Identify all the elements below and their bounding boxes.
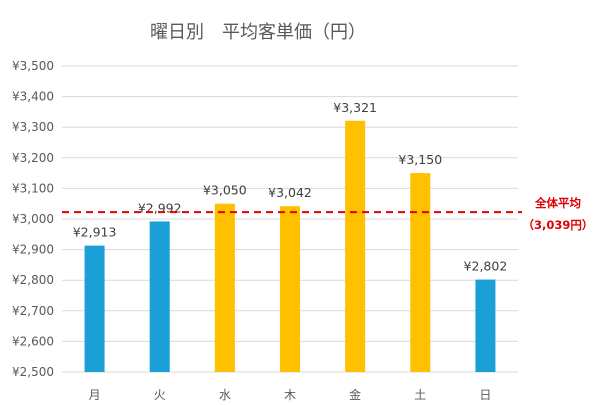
y-tick-label: ¥3,500: [12, 59, 54, 73]
bar-月: [84, 245, 105, 372]
bar-金: [345, 120, 366, 372]
x-tick-label: 日: [479, 388, 491, 402]
bar-火: [149, 221, 170, 372]
data-label: ¥2,913: [73, 225, 117, 240]
y-tick-label: ¥3,100: [12, 181, 54, 195]
bar-水: [214, 203, 235, 372]
data-label: ¥3,050: [203, 183, 247, 198]
x-tick-label: 火: [154, 388, 166, 402]
average-label-value: （3,039円）: [523, 218, 594, 232]
data-label: ¥2,992: [138, 200, 182, 215]
data-label: ¥3,150: [398, 152, 442, 167]
data-label: ¥3,042: [268, 185, 312, 200]
y-tick-label: ¥3,200: [12, 151, 54, 165]
y-tick-label: ¥2,900: [12, 243, 54, 257]
y-tick-label: ¥2,700: [12, 304, 54, 318]
x-tick-label: 木: [284, 388, 296, 402]
bar-木: [280, 206, 300, 372]
y-tick-label: ¥3,300: [12, 120, 54, 134]
y-tick-label: ¥3,400: [12, 90, 54, 104]
bar-土: [410, 173, 431, 372]
data-label: ¥2,802: [464, 259, 508, 274]
x-tick-label: 土: [414, 388, 426, 402]
y-tick-label: ¥2,600: [12, 334, 54, 348]
y-tick-label: ¥2,800: [12, 273, 54, 287]
y-tick-label: ¥2,500: [12, 365, 54, 379]
x-tick-label: 水: [219, 388, 231, 402]
data-label: ¥3,321: [333, 100, 377, 115]
y-tick-label: ¥3,000: [12, 212, 54, 226]
chart-title: 曜日別 平均客単価（円）: [150, 22, 366, 43]
bar-日: [475, 279, 496, 372]
x-tick-label: 金: [349, 387, 361, 402]
x-tick-label: 月: [89, 388, 101, 402]
average-label-title: 全体平均: [534, 196, 581, 210]
